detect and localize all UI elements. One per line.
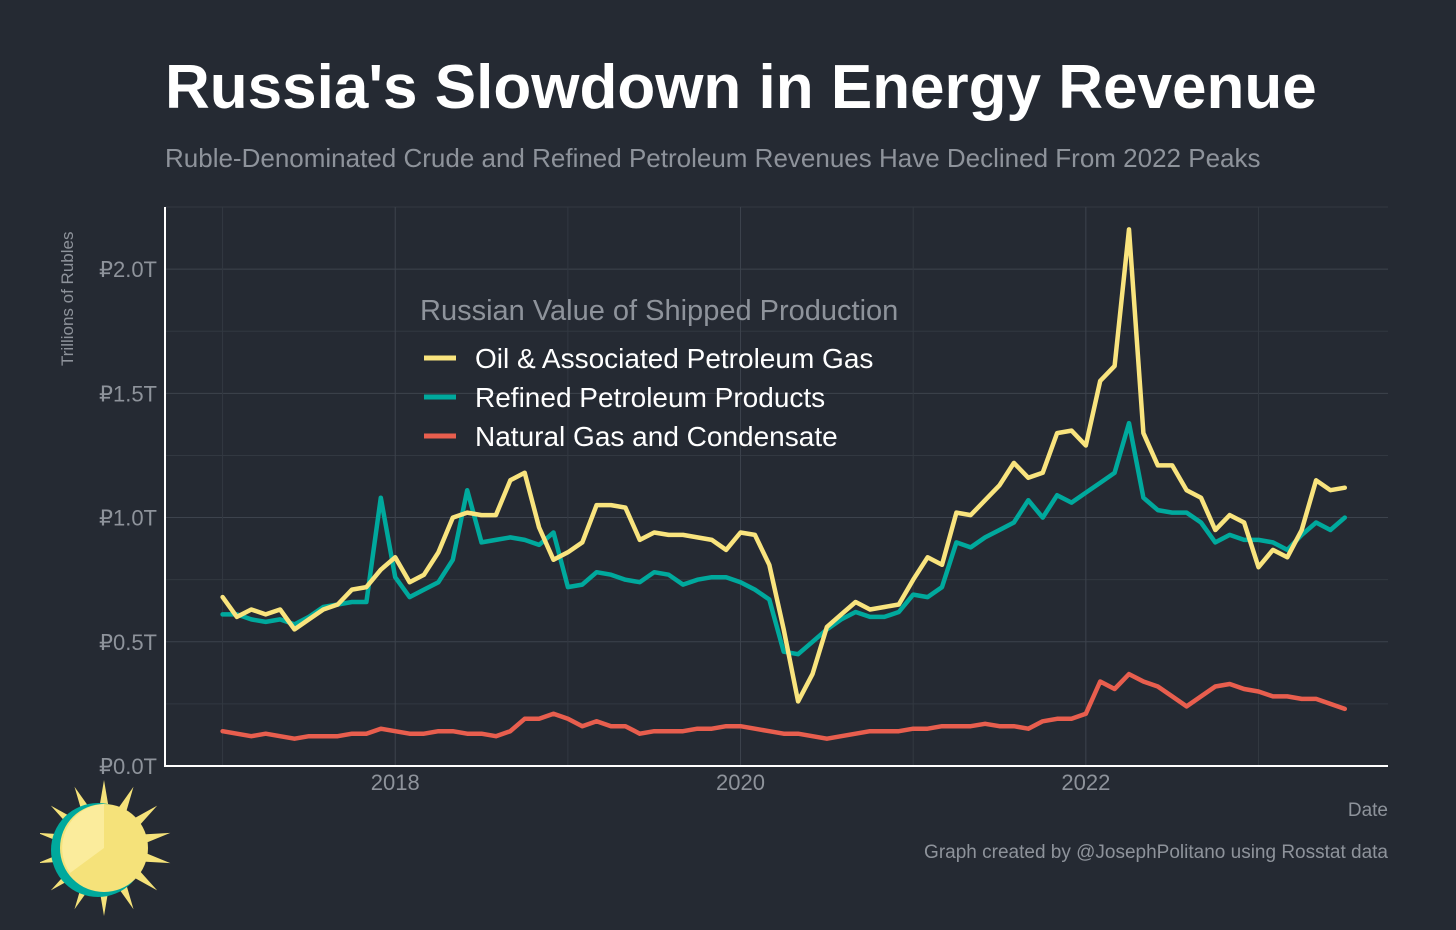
series-line-1 bbox=[220, 420, 1348, 657]
source-caption: Graph created by @JosephPolitano using R… bbox=[924, 842, 1388, 863]
series-line-2 bbox=[220, 671, 1348, 741]
y-tick-label: ₽0.5T bbox=[99, 630, 157, 655]
legend-label: Refined Petroleum Products bbox=[475, 382, 825, 413]
x-tick-label: 2018 bbox=[371, 770, 420, 795]
y-tick-label: ₽2.0T bbox=[99, 257, 157, 282]
sun-ray bbox=[99, 780, 109, 809]
chart-subtitle: Ruble-Denominated Crude and Refined Petr… bbox=[165, 143, 1261, 173]
x-tick-label: 2022 bbox=[1061, 770, 1110, 795]
grid-lines bbox=[165, 206, 1388, 767]
legend-label: Oil & Associated Petroleum Gas bbox=[475, 343, 873, 374]
y-tick-label: ₽1.5T bbox=[99, 381, 157, 406]
sun-ray bbox=[141, 832, 171, 844]
y-tick-label: ₽1.0T bbox=[99, 506, 157, 531]
series-line-0 bbox=[220, 227, 1348, 704]
legend: Russian Value of Shipped Production Oil &… bbox=[420, 295, 898, 452]
sun-icon bbox=[40, 780, 171, 916]
sun-ray bbox=[141, 852, 171, 864]
axes bbox=[164, 207, 1388, 767]
x-tick-label: 2020 bbox=[716, 770, 765, 795]
tick-labels: ₽0.0T ₽0.5T ₽1.0T ₽1.5T ₽2.0T 2018 2020 2022 bbox=[99, 257, 1110, 795]
chart-title: Russia's Slowdown in Energy Revenue bbox=[165, 53, 1317, 122]
series-lines bbox=[220, 227, 1348, 741]
legend-title: Russian Value of Shipped Production bbox=[420, 295, 898, 327]
x-axis-label: Date bbox=[1347, 800, 1388, 821]
y-tick-label: ₽0.0T bbox=[99, 754, 157, 779]
sun-ray bbox=[116, 786, 134, 815]
legend-label: Natural Gas and Condensate bbox=[475, 421, 838, 452]
